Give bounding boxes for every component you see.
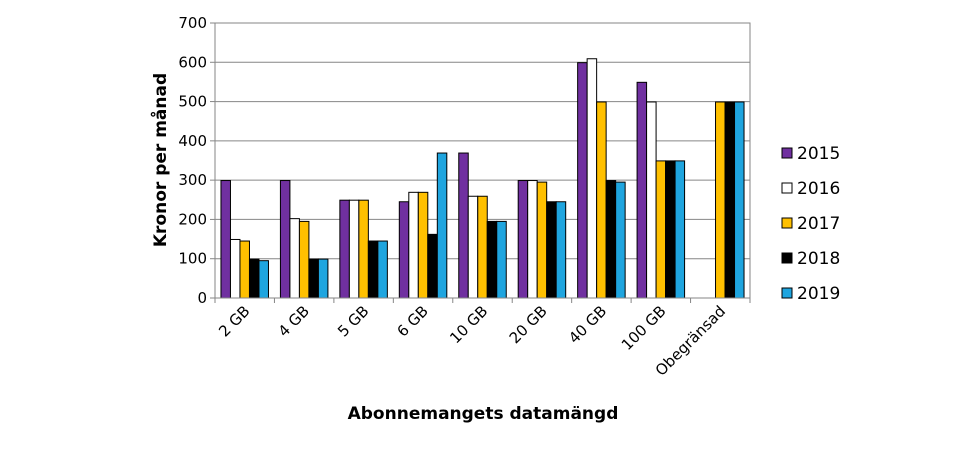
x-tick-label: 2 GB — [215, 302, 253, 340]
x-tick-label: 40 GB — [565, 302, 610, 347]
bar-2018-2-gb — [248, 258, 260, 299]
bar-2019-10-gb — [496, 220, 507, 299]
bar-2015-40-gb — [577, 62, 588, 299]
x-axis-title: Abonnemangets datamängd — [348, 404, 619, 424]
legend-swatch-2017 — [781, 217, 793, 229]
x-axis-ticks: 2 GB 4 GB 5 GB 6 GB 10 GB 20 GB 40 GB 100 GBObe… — [214, 297, 751, 380]
bar-2015-2-gb — [220, 180, 231, 299]
bar-2015-4-gb — [279, 180, 291, 299]
x-tick-label: 20 GB — [506, 302, 551, 347]
bar-2019-2-gb — [258, 260, 269, 299]
bar-2018-10-gb — [486, 220, 498, 299]
bar-2019-6-gb — [436, 152, 448, 299]
bar-2016-6-gb — [408, 191, 419, 299]
bar-2018-6-gb — [427, 233, 438, 299]
x-tick-label: 6 GB — [394, 302, 432, 340]
x-tick-label: 10 GB — [446, 302, 491, 347]
bar-2017-20-gb — [536, 181, 548, 299]
y-axis-title: Kronor per månad — [149, 73, 171, 247]
legend-swatch-2018 — [781, 252, 793, 264]
bar-2018-obegränsad — [724, 101, 736, 299]
y-tick-label: 600 — [178, 53, 207, 71]
legend-label-2016: 2016 — [797, 179, 840, 199]
bar-2015-6-gb — [398, 201, 410, 299]
y-tick-label: 0 — [197, 289, 207, 307]
legend-swatch-2015 — [781, 147, 793, 159]
bar-2019-obegränsad — [734, 101, 745, 299]
x-tick-label: 4 GB — [275, 302, 313, 340]
bar-2017-40-gb — [596, 101, 607, 299]
bar-2015-10-gb — [458, 152, 469, 299]
bar-2018-100-gb — [665, 160, 676, 299]
bar-2018-5-gb — [367, 240, 379, 299]
plot-area — [214, 22, 751, 299]
bar-2015-20-gb — [517, 180, 529, 299]
bar-2016-5-gb — [348, 199, 360, 299]
y-tick-label: 500 — [178, 93, 207, 111]
legend-swatch-2016 — [781, 182, 793, 194]
bar-2019-100-gb — [674, 160, 686, 299]
bar-2018-20-gb — [546, 201, 557, 299]
legend-label-2015: 2015 — [797, 144, 840, 164]
bar-2017-100-gb — [655, 160, 667, 299]
y-tick-label: 300 — [178, 171, 207, 189]
y-tick-label: 700 — [178, 14, 207, 32]
y-tick-label: 200 — [178, 210, 207, 228]
bar-2018-4-gb — [308, 258, 319, 299]
bar-2017-6-gb — [417, 191, 429, 299]
bar-2015-5-gb — [339, 199, 350, 299]
legend-label-2019: 2019 — [797, 284, 840, 304]
legend-label-2018: 2018 — [797, 249, 840, 269]
bar-2017-10-gb — [477, 195, 488, 299]
bar-2016-4-gb — [289, 218, 300, 299]
bar-2017-4-gb — [298, 220, 310, 299]
bar-2016-10-gb — [467, 195, 479, 299]
bar-2017-5-gb — [358, 199, 369, 299]
bar-2019-40-gb — [615, 181, 626, 299]
bar-2016-2-gb — [229, 238, 241, 299]
legend: 2015 2016 2017 2018 2019 — [781, 144, 840, 304]
bar-2016-100-gb — [646, 101, 657, 299]
y-tick-label: 100 — [178, 250, 207, 268]
y-axis-ticks: 0 100 200 300 400 500 600 700 — [178, 14, 216, 307]
bar-2015-100-gb — [636, 81, 648, 299]
bar-2019-5-gb — [377, 240, 388, 299]
bar-2016-40-gb — [586, 58, 598, 299]
bar-2019-4-gb — [317, 258, 329, 299]
legend-swatch-2019 — [781, 287, 793, 299]
legend-label-2017: 2017 — [797, 214, 840, 234]
bar-2017-obegränsad — [715, 101, 726, 299]
bar-2019-20-gb — [555, 201, 567, 299]
x-tick-label: 5 GB — [334, 302, 372, 340]
bar-2018-40-gb — [605, 180, 617, 299]
y-tick-label: 400 — [178, 132, 207, 150]
bar-2017-2-gb — [239, 240, 250, 299]
bar-2016-20-gb — [527, 180, 538, 299]
x-tick-label: 100 GB — [618, 302, 670, 354]
